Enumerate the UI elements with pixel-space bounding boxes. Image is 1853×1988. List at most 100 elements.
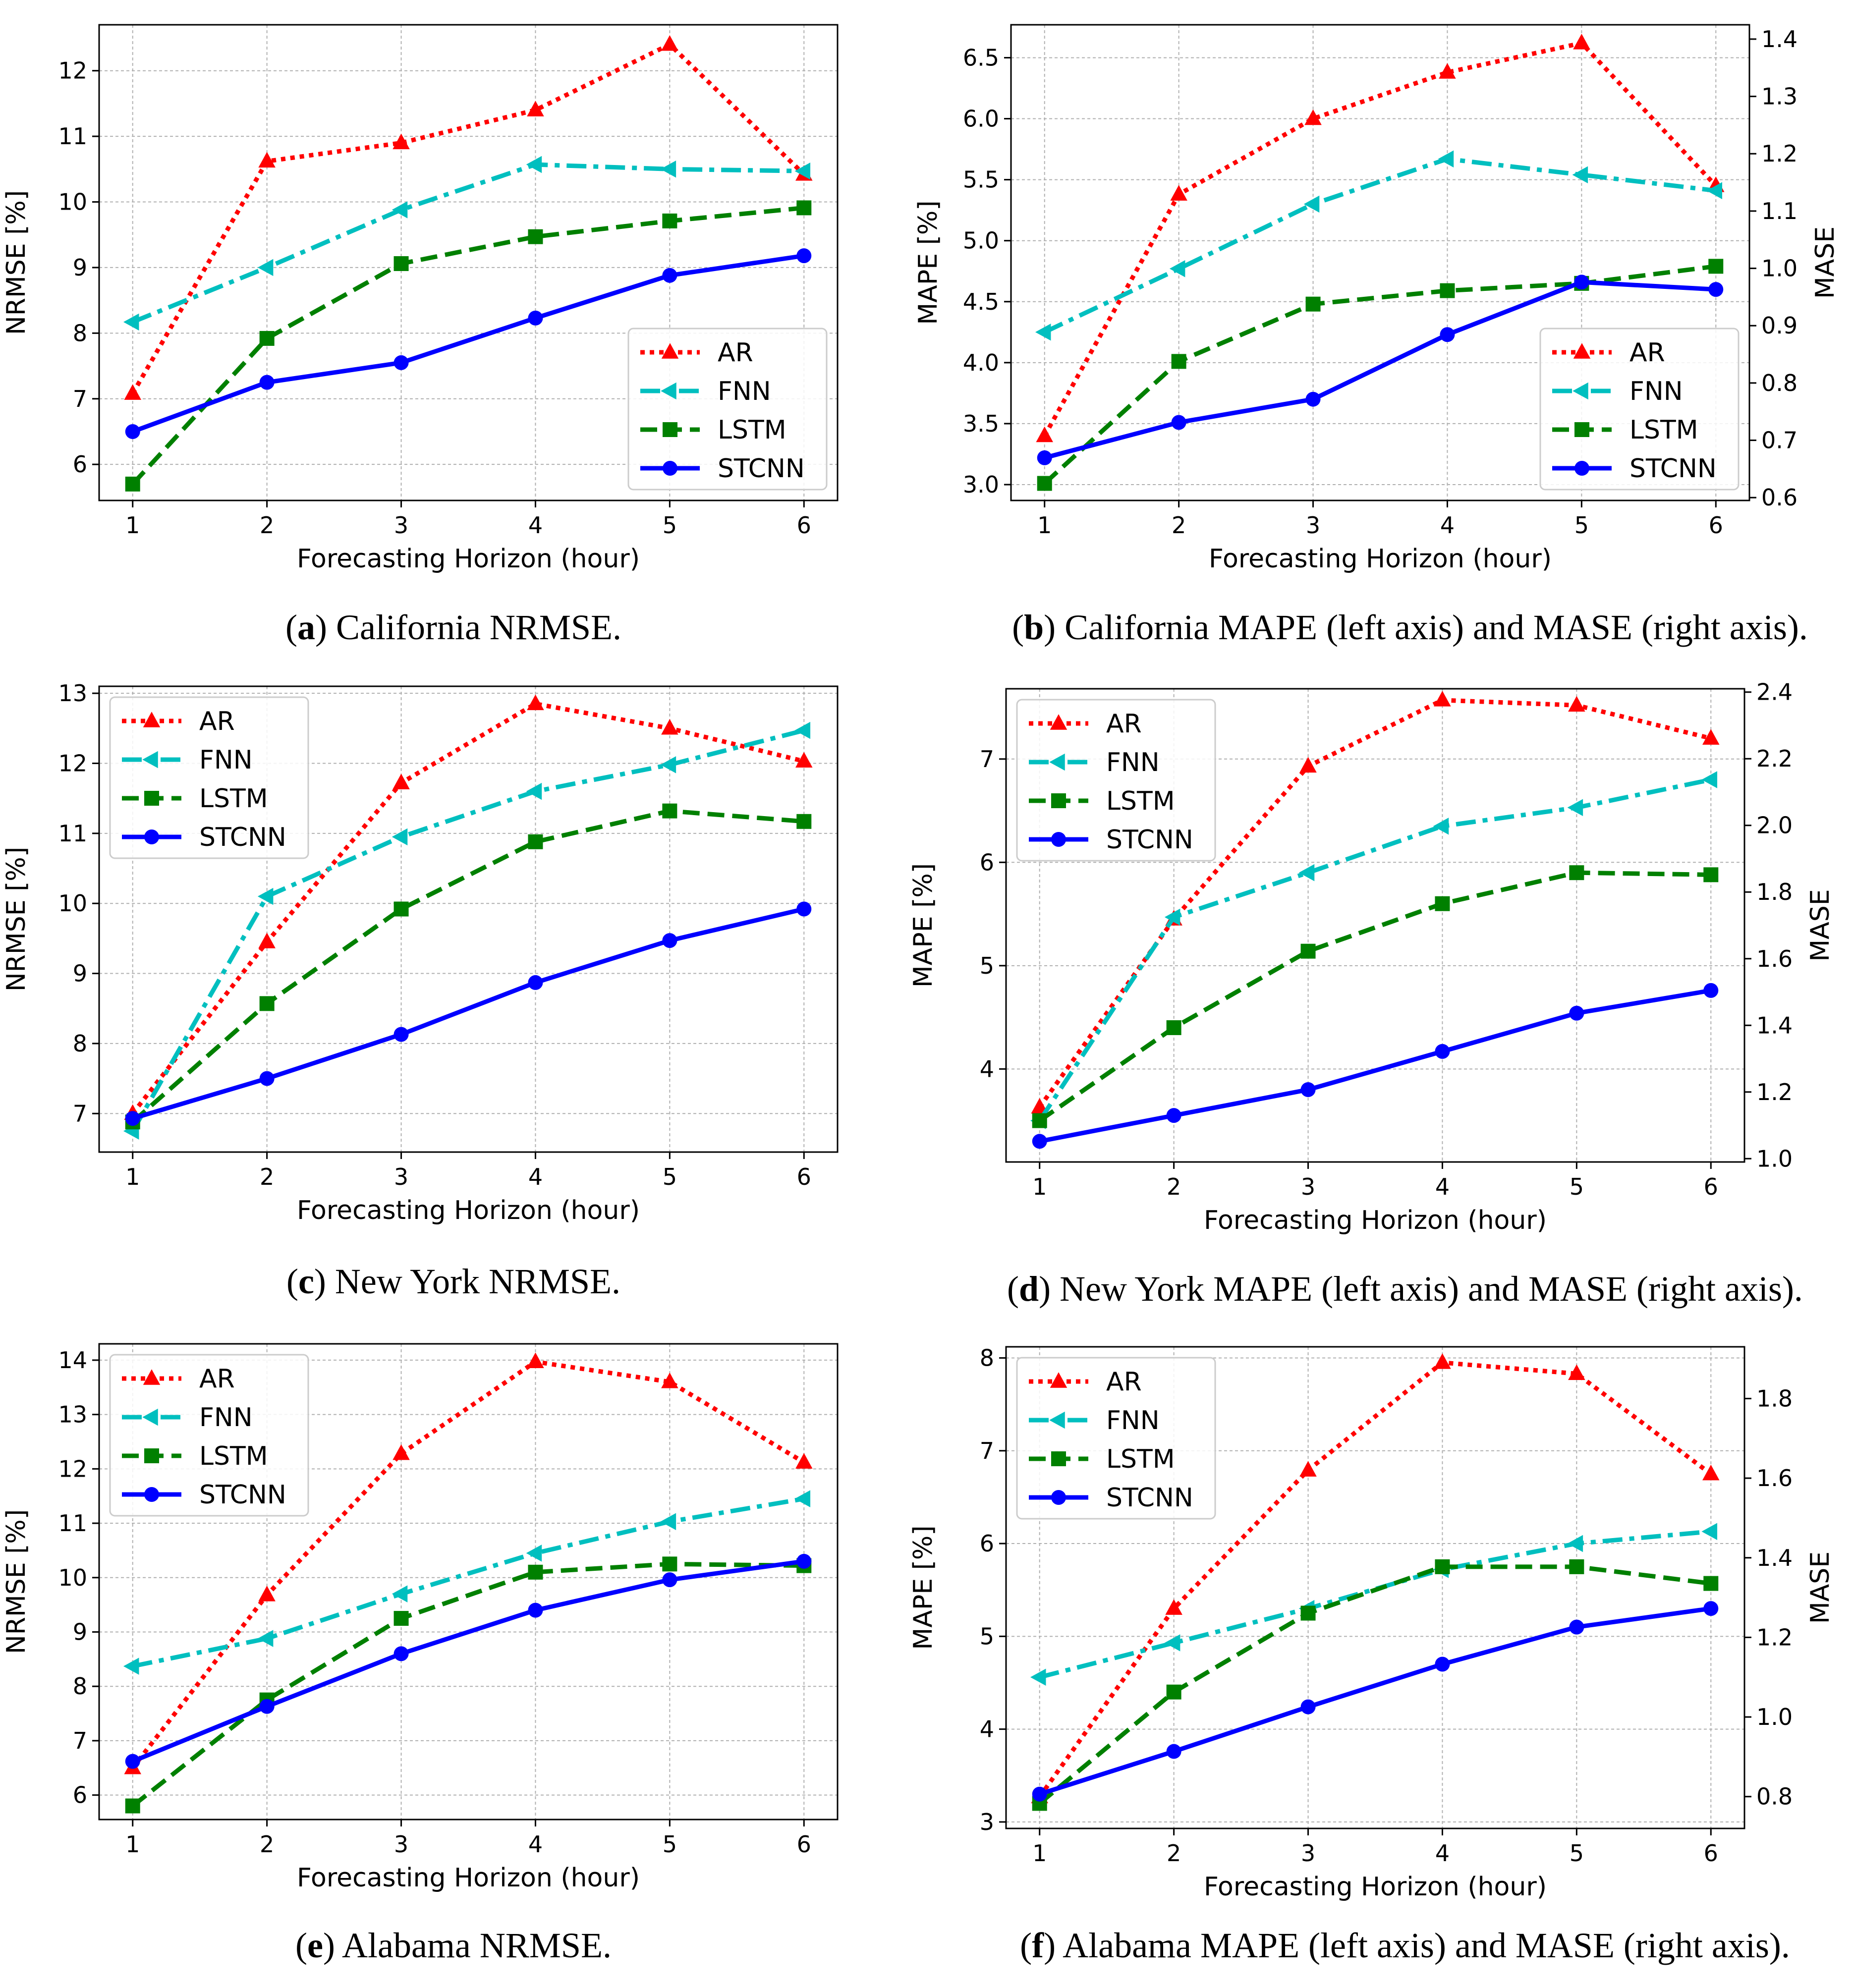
data-point-stcnn	[796, 901, 812, 917]
y-tick-label: 11	[58, 820, 87, 847]
data-point-fnn	[1438, 150, 1454, 168]
series-line-ar	[1038, 1360, 1712, 1798]
legend: AR FNN LSTM STCNN	[627, 328, 828, 491]
data-point-lstm	[662, 803, 677, 819]
data-point-ar	[393, 773, 410, 789]
data-point-stcnn	[393, 1646, 409, 1661]
data-point-ar	[1702, 729, 1720, 745]
series-line-stcnn	[1044, 279, 1716, 460]
series-line-stcnn	[1039, 1606, 1711, 1796]
data-point-lstm	[796, 814, 812, 829]
legend-marker-fnn	[142, 1408, 158, 1426]
legend-marker-ar	[1573, 343, 1591, 359]
data-point-fnn	[1701, 771, 1718, 788]
legend-marker-lstm	[144, 791, 159, 806]
x-tick-label: 5	[663, 512, 677, 539]
y-tick-label: 10	[58, 1564, 87, 1591]
legend-marker-fnn	[661, 382, 676, 400]
data-point-lstm	[662, 213, 677, 228]
data-point-fnn	[257, 1630, 274, 1647]
data-point-stcnn	[1171, 415, 1186, 430]
legend-marker-lstm	[144, 1448, 159, 1463]
caption-b: (b) California MAPE (left axis) and MASE…	[1012, 607, 1808, 647]
y-tick-label: 12	[58, 57, 87, 84]
y-tick-label: 5	[980, 952, 994, 979]
right-y-tick-label: 1.2	[1756, 1624, 1793, 1651]
legend-label-ar: AR	[1106, 709, 1142, 739]
x-tick-label: 3	[394, 512, 408, 539]
y-tick-label: 8	[73, 1030, 87, 1057]
y-tick-label: 4.5	[963, 288, 999, 315]
legend-label-lstm: LSTM	[718, 415, 786, 445]
data-point-ar	[393, 133, 410, 150]
data-point-lstm	[1305, 296, 1321, 312]
x-axis-label: Forecasting Horizon (hour)	[297, 1863, 640, 1893]
data-point-stcnn	[1300, 1082, 1316, 1098]
data-point-ar	[795, 1453, 813, 1469]
data-point-lstm	[1703, 1576, 1719, 1591]
series-line-lstm	[1038, 870, 1711, 1123]
data-point-stcnn	[796, 248, 812, 264]
series-line-fnn	[1037, 777, 1712, 1122]
right-y-tick-label: 1.6	[1756, 1465, 1793, 1491]
right-y-tick-label: 2.2	[1756, 745, 1793, 772]
data-point-fnn	[526, 1545, 542, 1562]
x-tick-label: 1	[125, 1831, 140, 1858]
caption-e: (e) Alabama NRMSE.	[295, 1926, 612, 1965]
x-tick-label: 6	[797, 1163, 811, 1190]
legend-marker-ar	[1050, 1372, 1067, 1388]
x-axis-label: Forecasting Horizon (hour)	[297, 1196, 640, 1225]
legend-marker-ar	[661, 343, 679, 359]
y-tick-label: 9	[73, 1618, 87, 1645]
data-point-ar	[795, 752, 813, 768]
legend-marker-stcnn	[144, 829, 159, 844]
right-y-tick-label: 1.3	[1761, 83, 1797, 110]
data-point-stcnn	[393, 355, 409, 370]
series-line-stcnn	[1039, 988, 1712, 1144]
axes-frame	[1005, 688, 1745, 1163]
x-tick-label: 2	[1172, 512, 1186, 539]
x-tick-label: 6	[797, 512, 811, 539]
right-y-tick-label: 1.2	[1761, 140, 1797, 167]
data-point-stcnn	[1166, 1108, 1181, 1123]
data-point-stcnn	[1037, 450, 1052, 465]
legend-marker-ar	[1050, 714, 1067, 730]
x-tick-label: 6	[797, 1831, 811, 1858]
legend-label-ar: AR	[1106, 1367, 1142, 1397]
data-point-lstm	[125, 476, 140, 492]
x-tick-label: 2	[260, 512, 274, 539]
data-point-stcnn	[1435, 1044, 1450, 1059]
data-point-fnn	[1298, 864, 1315, 882]
data-point-lstm	[1708, 259, 1724, 274]
legend-box	[1016, 1357, 1216, 1520]
caption-text: California NRMSE.	[327, 607, 621, 647]
data-point-ar	[1702, 1464, 1720, 1481]
right-y-tick-label: 1.0	[1756, 1145, 1793, 1172]
series-line-fnn	[132, 162, 804, 325]
data-point-fnn	[392, 828, 408, 846]
x-tick-label: 5	[1570, 1840, 1584, 1867]
data-point-stcnn	[259, 1071, 275, 1086]
legend-label-fnn: FNN	[199, 1403, 253, 1433]
data-point-fnn	[794, 1490, 811, 1507]
data-point-stcnn	[1440, 327, 1455, 342]
axes-frame	[98, 1343, 839, 1821]
caption-text: New York NRMSE.	[326, 1262, 620, 1301]
data-point-lstm	[528, 834, 543, 849]
caption-letter: a	[297, 607, 315, 647]
caption-paren-open: (	[295, 1926, 307, 1965]
legend-marker-stcnn	[144, 1487, 159, 1502]
y-tick-label: 4	[980, 1716, 994, 1743]
y-tick-label: 4.0	[963, 349, 999, 376]
legend-label-fnn: FNN	[1106, 748, 1160, 777]
data-point-lstm	[259, 331, 275, 346]
data-point-lstm	[393, 1611, 409, 1626]
data-point-stcnn	[1569, 1005, 1584, 1021]
data-point-ar	[1036, 426, 1053, 442]
series-line-stcnn	[132, 1559, 804, 1764]
data-point-fnn	[1567, 799, 1583, 817]
legend-marker-fnn	[142, 751, 158, 769]
data-point-stcnn	[259, 1699, 275, 1714]
x-axis-label: Forecasting Horizon (hour)	[1209, 544, 1552, 574]
series-line-ar	[1042, 41, 1718, 437]
